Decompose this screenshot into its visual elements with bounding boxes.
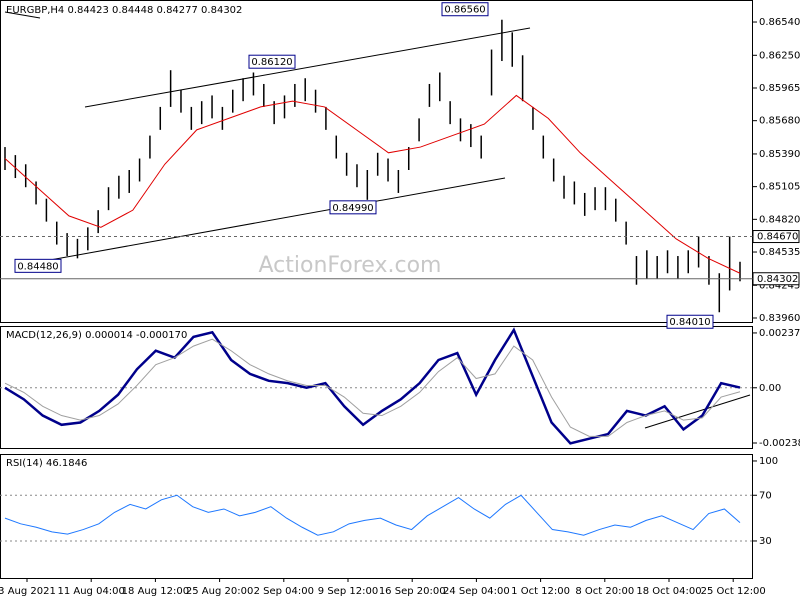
y-tick-label: 30 [759,536,772,547]
x-tick-label: 25 Aug 20:00 [186,586,253,597]
y-tick-label: 0.85965 [759,83,800,94]
x-tick-label: 8 Oct 20:00 [575,586,634,597]
x-tick-label: 1 Oct 12:00 [511,586,570,597]
annotation-label: 0.84480 [17,261,58,272]
level-label: 0.84302 [757,274,798,285]
annotation-label: 0.84990 [332,203,373,214]
x-tick-label: 3 Aug 2021 [0,586,56,597]
trend-mark [4,11,41,19]
y-tick-label: 0.84245 [759,280,800,291]
annotation-box [441,2,489,17]
indicator-line [4,327,741,445]
annotation-box [329,200,377,215]
annotation-label: 0.86560 [444,5,485,16]
level-box [752,230,800,244]
y-tick-label: -0.002387 [759,438,800,449]
rsi-title: RSI(14) 46.1846 [6,458,87,469]
y-tick-label: 0.85390 [759,149,800,160]
y-tick-label: 0.83960 [759,313,800,324]
y-tick-label: 0.84820 [759,214,800,225]
moving-average [4,94,741,274]
watermark: ActionForex.com [259,253,442,278]
y-tick-label: 0.84535 [759,247,800,258]
x-tick-label: 11 Aug 04:00 [57,586,124,597]
x-tick-label: 24 Sep 04:00 [443,586,510,597]
x-tick-label: 16 Sep 20:00 [379,586,446,597]
level-box [752,272,800,286]
annotation-box [666,314,714,329]
x-tick-label: 25 Oct 12:00 [701,586,766,597]
macd-trendline [644,394,751,429]
x-tick-label: 18 Oct 04:00 [636,586,701,597]
y-tick-label: 0.85105 [759,182,800,193]
channel-lower [49,177,506,261]
y-tick-label: 0.00 [759,383,781,394]
y-tick-label: 70 [759,490,772,501]
y-tick-label: 0.00237 [759,328,800,339]
price-title: EURGBP,H4 0.84423 0.84448 0.84277 0.8430… [6,5,242,16]
rsi-panel [0,454,753,579]
annotation-box [14,258,62,273]
y-tick-label: 0.86540 [759,17,800,28]
x-tick-label: 9 Sep 12:00 [318,586,378,597]
x-tick-label: 2 Sep 04:00 [254,586,314,597]
price-panel [0,0,753,323]
channel-upper [84,27,531,108]
annotation-box [248,54,296,69]
annotation-label: 0.86120 [251,57,292,68]
macd-title: MACD(12,26,9) 0.000014 -0.000170 [6,330,187,341]
x-tick-label: 18 Aug 12:00 [122,586,189,597]
y-tick-label: 100 [759,456,778,467]
level-label: 0.84670 [757,232,798,243]
y-tick-label: 0.86250 [759,50,800,61]
annotation-label: 0.84010 [669,317,710,328]
y-tick-label: 0.85680 [759,116,800,127]
indicator-line [4,494,741,536]
indicator-line [4,338,741,437]
